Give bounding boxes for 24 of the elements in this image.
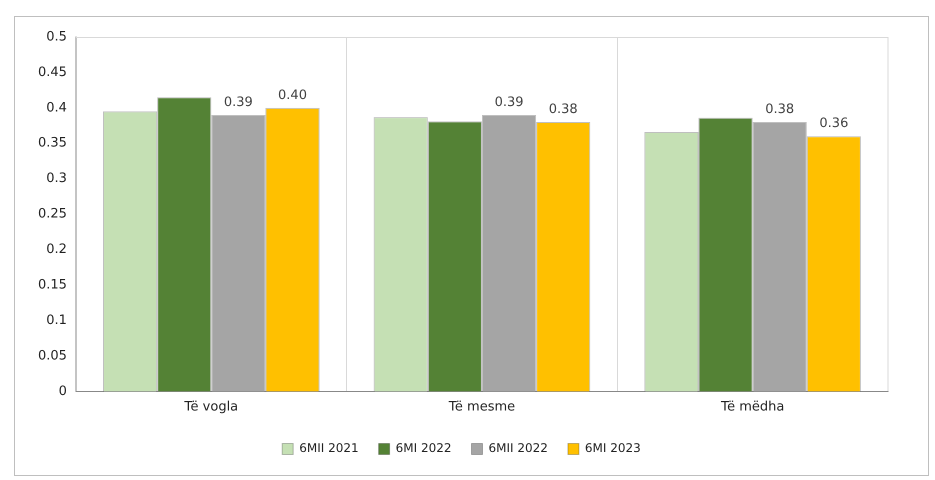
legend-label: 6MII 2022	[488, 441, 548, 456]
data-label: 0.39	[494, 94, 524, 110]
data-label: 0.38	[765, 102, 794, 117]
y-tick-label: 0.05	[38, 348, 67, 364]
data-label: 0.38	[548, 102, 578, 117]
y-tick-label: 0.5	[46, 29, 67, 44]
y-tick-label: 0.45	[38, 64, 67, 80]
x-tick-label: Të mesme	[448, 400, 516, 415]
y-tick-label: 0.1	[46, 312, 67, 328]
legend-label: 6MI 2023	[584, 441, 641, 456]
data-label: 0.40	[278, 88, 307, 103]
y-tick-label: 0.15	[38, 277, 67, 292]
y-tick-label: 0.25	[38, 206, 67, 222]
y-tick-label: 0.35	[38, 136, 67, 151]
data-label: 0.36	[819, 116, 848, 132]
legend-label: 6MI 2022	[396, 441, 452, 456]
y-tick-label: 0.3	[46, 171, 67, 186]
y-tick-label: 0.4	[46, 100, 67, 116]
data-label: 0.39	[224, 94, 253, 110]
y-tick-label: 0.2	[46, 242, 67, 258]
x-tick-label: Të vogla	[183, 400, 238, 415]
x-tick-label: Të mëdha	[720, 400, 784, 415]
y-tick-label: 0	[58, 384, 67, 399]
legend-label: 6MII 2021	[299, 441, 359, 456]
